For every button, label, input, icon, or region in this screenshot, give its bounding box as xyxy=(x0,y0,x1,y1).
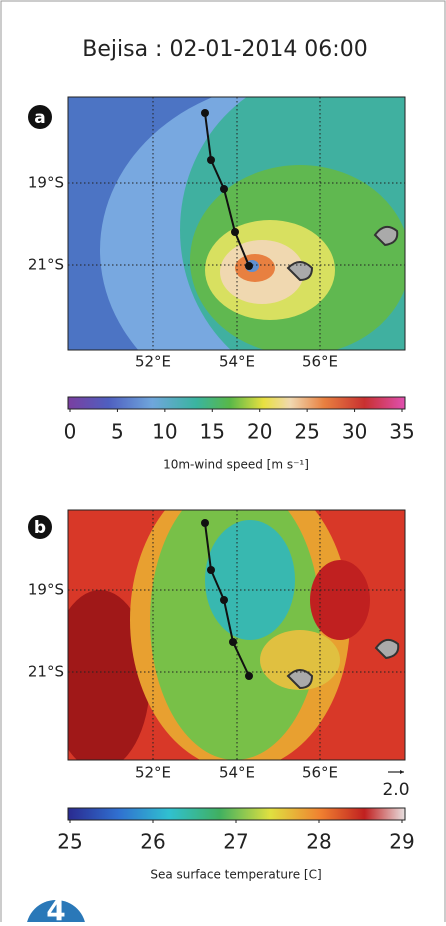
colorbar-tick-label: 29 xyxy=(389,830,414,854)
colorbar-tick-label: 0 xyxy=(64,420,77,444)
colorbar-tick-label: 25 xyxy=(57,830,82,854)
figure-number: 4 xyxy=(46,894,65,922)
title: Bejisa : 02-01-2014 06:00 xyxy=(82,37,367,62)
lon-label: 54°E xyxy=(219,764,255,782)
track-points xyxy=(201,109,253,270)
vector-scale-arrowhead xyxy=(400,770,404,774)
lat-label: 21°S xyxy=(28,663,64,681)
lat-label: 19°S xyxy=(28,581,64,599)
colorbar-tick-label: 27 xyxy=(223,830,248,854)
colorbar-tick-label: 28 xyxy=(306,830,331,854)
colorbar-tick-label: 25 xyxy=(294,420,319,444)
colorbar-label: Sea surface temperature [C] xyxy=(150,868,321,882)
colorbar-tick-label: 15 xyxy=(200,420,225,444)
lat-label: 21°S xyxy=(28,256,64,274)
lon-label: 56°E xyxy=(302,353,338,371)
panel-label: b xyxy=(34,518,46,538)
panel-label: a xyxy=(34,108,45,128)
wind-map xyxy=(68,97,405,350)
lon-label: 54°E xyxy=(219,353,255,371)
sst-map xyxy=(68,510,405,760)
lon-label: 52°E xyxy=(135,764,171,782)
colorbar xyxy=(67,807,406,821)
colorbar-tick-label: 35 xyxy=(389,420,414,444)
lat-label: 19°S xyxy=(28,174,64,192)
vector-scale-label: 2.0 xyxy=(382,780,409,800)
colorbar-tick-label: 26 xyxy=(140,830,165,854)
colorbar-tick-label: 20 xyxy=(247,420,272,444)
panel-badge xyxy=(28,105,52,129)
panel-badge xyxy=(28,515,52,539)
colorbar-tick-label: 5 xyxy=(111,420,124,444)
colorbar-tick-label: 10 xyxy=(152,420,177,444)
track-points xyxy=(201,519,253,680)
lon-label: 56°E xyxy=(302,764,338,782)
figure-badge xyxy=(26,900,86,926)
colorbar-tick-label: 30 xyxy=(342,420,367,444)
lon-label: 52°E xyxy=(135,353,171,371)
colorbar-label: 10m-wind speed [m s⁻¹] xyxy=(163,458,309,472)
colorbar xyxy=(67,396,406,410)
